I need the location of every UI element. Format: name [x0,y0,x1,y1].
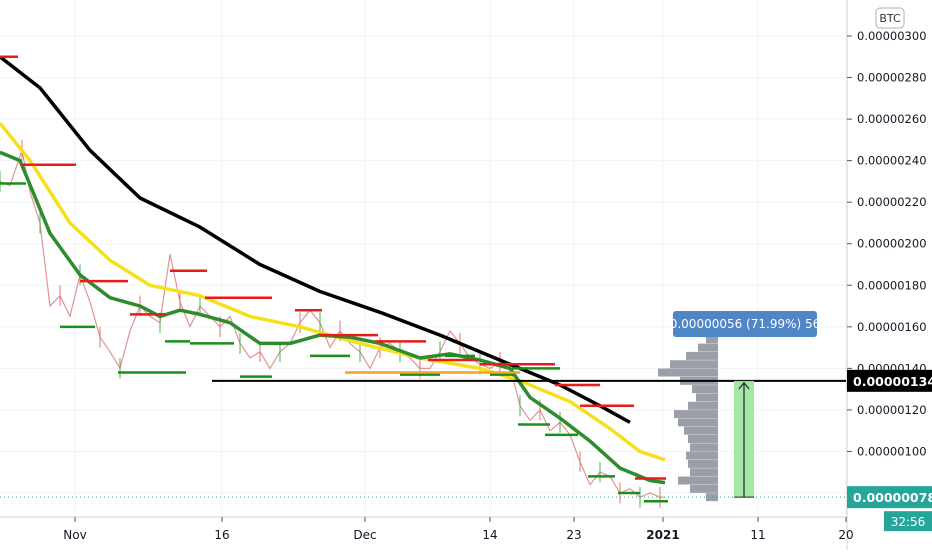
price-axis-background [847,0,932,550]
countdown-text: 32:56 [891,515,926,529]
volume-profile-bar [678,476,718,485]
time-axis[interactable]: Nov 16 Dec 14 23 2021 11 20 [0,516,854,542]
horizontal-level-price-tag-box [847,369,932,392]
horizontal-level-price-tag-text: 0.00000134 [853,374,932,389]
y-tick-label: 0.00000200 [857,237,927,251]
volume-profile-bar [688,401,718,410]
volume-profile [658,318,718,502]
y-tick-label: 0.00000180 [857,278,927,292]
y-tick-label: 0.00000240 [857,154,927,168]
volume-profile-bar [690,443,718,452]
y-tick-label: 0.00000120 [857,403,927,417]
countdown-box [884,511,932,532]
price-axis[interactable]: BTC 0.00000300 0.00000280 0.00000260 0.00000… [846,0,932,550]
y-tick-label: 0.00000260 [857,112,927,126]
volume-profile-bar [678,418,718,427]
x-tick-label: 16 [214,528,229,542]
currency-badge-text: BTC [879,12,901,25]
x-tick-label: 2021 [646,528,679,542]
volume-profile-bar [684,426,718,435]
support-resistance-levels[interactable] [0,55,846,503]
volume-profile-bar [658,368,718,377]
measure-arrow-head [738,381,750,390]
y-tick-label: 0.00000300 [857,29,927,43]
volume-profile-bar [692,385,718,394]
y-tick-label: 0.00000280 [857,71,927,85]
volume-profile-bar [686,351,718,360]
volume-profile-bar [688,434,718,443]
x-tick-label: Dec [353,528,376,542]
price-range-measure[interactable]: 0.00000056 (71.99%) 56 [670,311,821,498]
measure-tooltip-box [673,311,817,337]
x-tick-label: 23 [566,528,581,542]
volume-profile-bar [706,335,718,344]
x-tick-label: 11 [750,528,765,542]
volume-profile-bar [690,484,718,493]
volume-profile-bar [690,468,718,477]
last-price-tag-box [847,486,932,509]
volume-profile-bar [688,459,718,468]
y-tick-label: 0.00000100 [857,444,927,458]
x-tick-label: 20 [838,528,853,542]
y-tick-label: 0.00000160 [857,320,927,334]
x-tick-label: 14 [482,528,497,542]
y-tick-label: 0.00000220 [857,195,927,209]
volume-profile-bar [698,343,718,352]
price-series [0,147,665,498]
x-tick-label: Nov [63,528,86,542]
volume-profile-bar [670,360,718,369]
measure-tooltip-text: 0.00000056 (71.99%) 56 [670,317,821,331]
volume-profile-bar [686,451,718,460]
currency-badge-box[interactable] [875,7,905,29]
last-price-tag-text: 0.00000078 [853,490,932,505]
grid-layer [0,0,847,517]
volume-profile-bar [674,410,718,419]
volume-profile-bar [696,393,718,402]
